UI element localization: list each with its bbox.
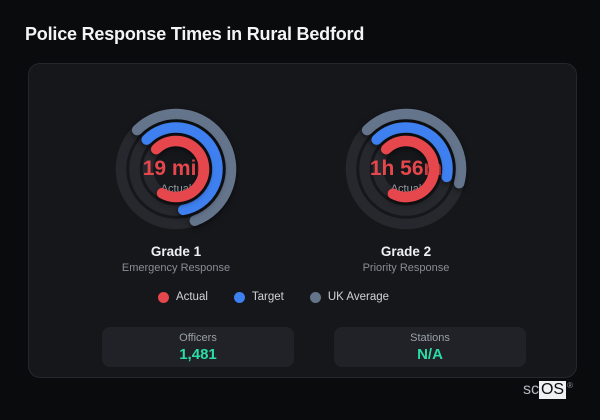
ring-uk-average-arc — [131, 108, 237, 226]
registered-trademark-icon: ® — [567, 381, 573, 390]
scos-logo-suffix: OS — [538, 381, 567, 399]
gauge-1-caption: Grade 1 Emergency Response — [66, 244, 286, 274]
gauge-2-center-value: 1h 56m — [370, 157, 442, 180]
ring-uk-average-arc — [361, 108, 467, 189]
gauge-2-caption: Grade 2 Priority Response — [296, 244, 516, 274]
stat-stations-value: N/A — [417, 346, 443, 363]
page-title: Police Response Times in Rural Bedford — [25, 24, 365, 44]
stat-stations: Stations N/A — [334, 327, 526, 367]
ring-target-arc — [371, 122, 453, 183]
stat-stations-label: Stations — [410, 332, 450, 344]
chart-legend: Actual Target UK Average — [29, 291, 518, 303]
legend-label: UK Average — [327, 291, 390, 303]
ring-actual-arc — [150, 135, 210, 203]
stat-officers: Officers 1,481 — [102, 327, 294, 367]
ring-target-arc — [141, 122, 223, 216]
legend-label: Target — [251, 291, 284, 303]
legend-dot-icon — [309, 291, 321, 303]
stat-officers-label: Officers — [179, 332, 217, 344]
gauge-grade-1: 19 min Actual — [111, 104, 241, 234]
dashboard-card: 19 min Actual 1h 56m Actual Grade 1 Emerge… — [28, 63, 577, 378]
gauge-grade-2: 1h 56m Actual — [341, 104, 471, 234]
legend-label: Actual — [175, 291, 208, 303]
legend-item-target[interactable]: Target — [233, 291, 284, 303]
ring-actual-arc — [380, 135, 440, 203]
legend-item-actual[interactable]: Actual — [157, 291, 208, 303]
scos-logo: sc OS ® — [523, 381, 573, 399]
legend-item-uk-average[interactable]: UK Average — [309, 291, 390, 303]
gauge-1-subtitle: Emergency Response — [121, 262, 231, 274]
legend-dot-icon — [157, 291, 169, 303]
gauge-1-center-value: 19 min — [143, 157, 210, 180]
gauge-1-title: Grade 1 — [150, 244, 202, 259]
gauge-2-title: Grade 2 — [380, 244, 432, 259]
gauge-2-subtitle: Priority Response — [362, 262, 450, 274]
scos-logo-prefix: sc — [522, 381, 539, 398]
stat-officers-value: 1,481 — [179, 346, 217, 363]
legend-dot-icon — [233, 291, 245, 303]
